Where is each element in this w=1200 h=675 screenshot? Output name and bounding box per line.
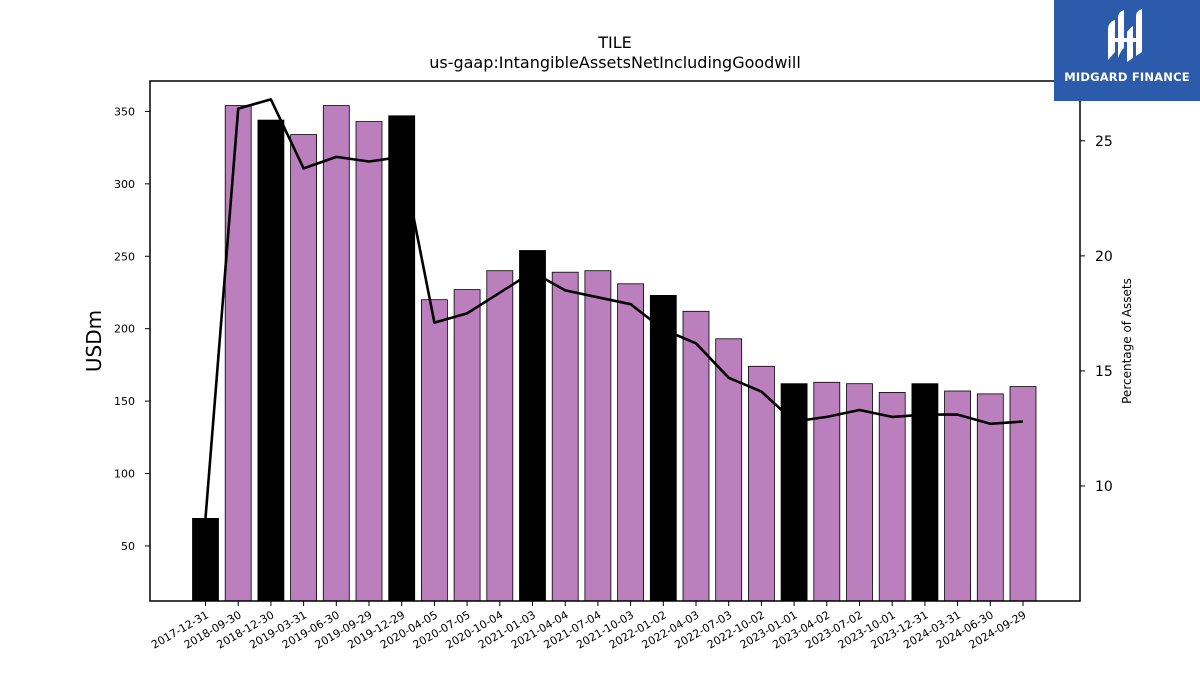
midgard-finance-logo: MIDGARD FINANCE bbox=[1054, 0, 1200, 101]
bar-2021-07-04 bbox=[584, 270, 612, 602]
y-tick-label-200: 200 bbox=[114, 323, 135, 336]
y2-tick-label-10: 10 bbox=[1095, 479, 1113, 495]
bar-2023-10-01 bbox=[878, 391, 906, 602]
bar-2021-04-04 bbox=[551, 271, 579, 602]
plot-frame bbox=[149, 80, 1081, 602]
chart-subtitle: us-gaap:IntangibleAssetsNetIncludingGood… bbox=[429, 53, 801, 72]
bar-2024-03-31 bbox=[944, 390, 971, 602]
y-tick-label-350: 350 bbox=[114, 105, 135, 118]
bar-2019-06-30 bbox=[322, 105, 350, 602]
bar-2019-09-29 bbox=[355, 121, 383, 602]
bar-2023-07-02 bbox=[846, 383, 873, 602]
bar-2020-04-05 bbox=[420, 299, 448, 602]
bar-2022-01-02 bbox=[649, 294, 677, 602]
y2-tick-label-25: 25 bbox=[1095, 134, 1113, 150]
percentage-line bbox=[204, 98, 1024, 519]
bar-2021-01-03 bbox=[519, 250, 546, 602]
bar-2022-10-02 bbox=[748, 365, 775, 602]
bar-2021-10-03 bbox=[617, 283, 644, 602]
logo-text: MIDGARD FINANCE bbox=[1064, 70, 1190, 84]
bar-2024-09-29 bbox=[1009, 386, 1037, 602]
y2-tick-label-20: 20 bbox=[1095, 249, 1113, 265]
y-axis-label: USDm bbox=[82, 310, 106, 372]
y2-axis-label: Percentage of Assets bbox=[1120, 278, 1134, 404]
bar-2018-12-30 bbox=[257, 119, 285, 602]
bar-2018-09-30 bbox=[224, 105, 252, 602]
midgard-logo-icon bbox=[1108, 9, 1142, 62]
bar-2019-12-29 bbox=[388, 115, 416, 602]
y-tick-label-300: 300 bbox=[114, 178, 135, 191]
chart-title: TILE bbox=[597, 33, 632, 52]
y-tick-label-150: 150 bbox=[114, 395, 135, 408]
y2-tick-label-15: 15 bbox=[1095, 364, 1113, 380]
bar-2024-06-30 bbox=[976, 393, 1004, 602]
y-tick-label-250: 250 bbox=[114, 250, 135, 263]
bar-2017-12-31 bbox=[192, 518, 219, 602]
bar-2023-01-01 bbox=[780, 383, 808, 602]
bar-2019-03-31 bbox=[290, 134, 318, 602]
bar-2020-10-04 bbox=[486, 270, 514, 602]
bar-2022-04-03 bbox=[682, 310, 710, 602]
y-tick-label-50: 50 bbox=[121, 540, 135, 553]
bar-2020-07-05 bbox=[453, 289, 481, 602]
y-tick-label-100: 100 bbox=[114, 468, 135, 481]
